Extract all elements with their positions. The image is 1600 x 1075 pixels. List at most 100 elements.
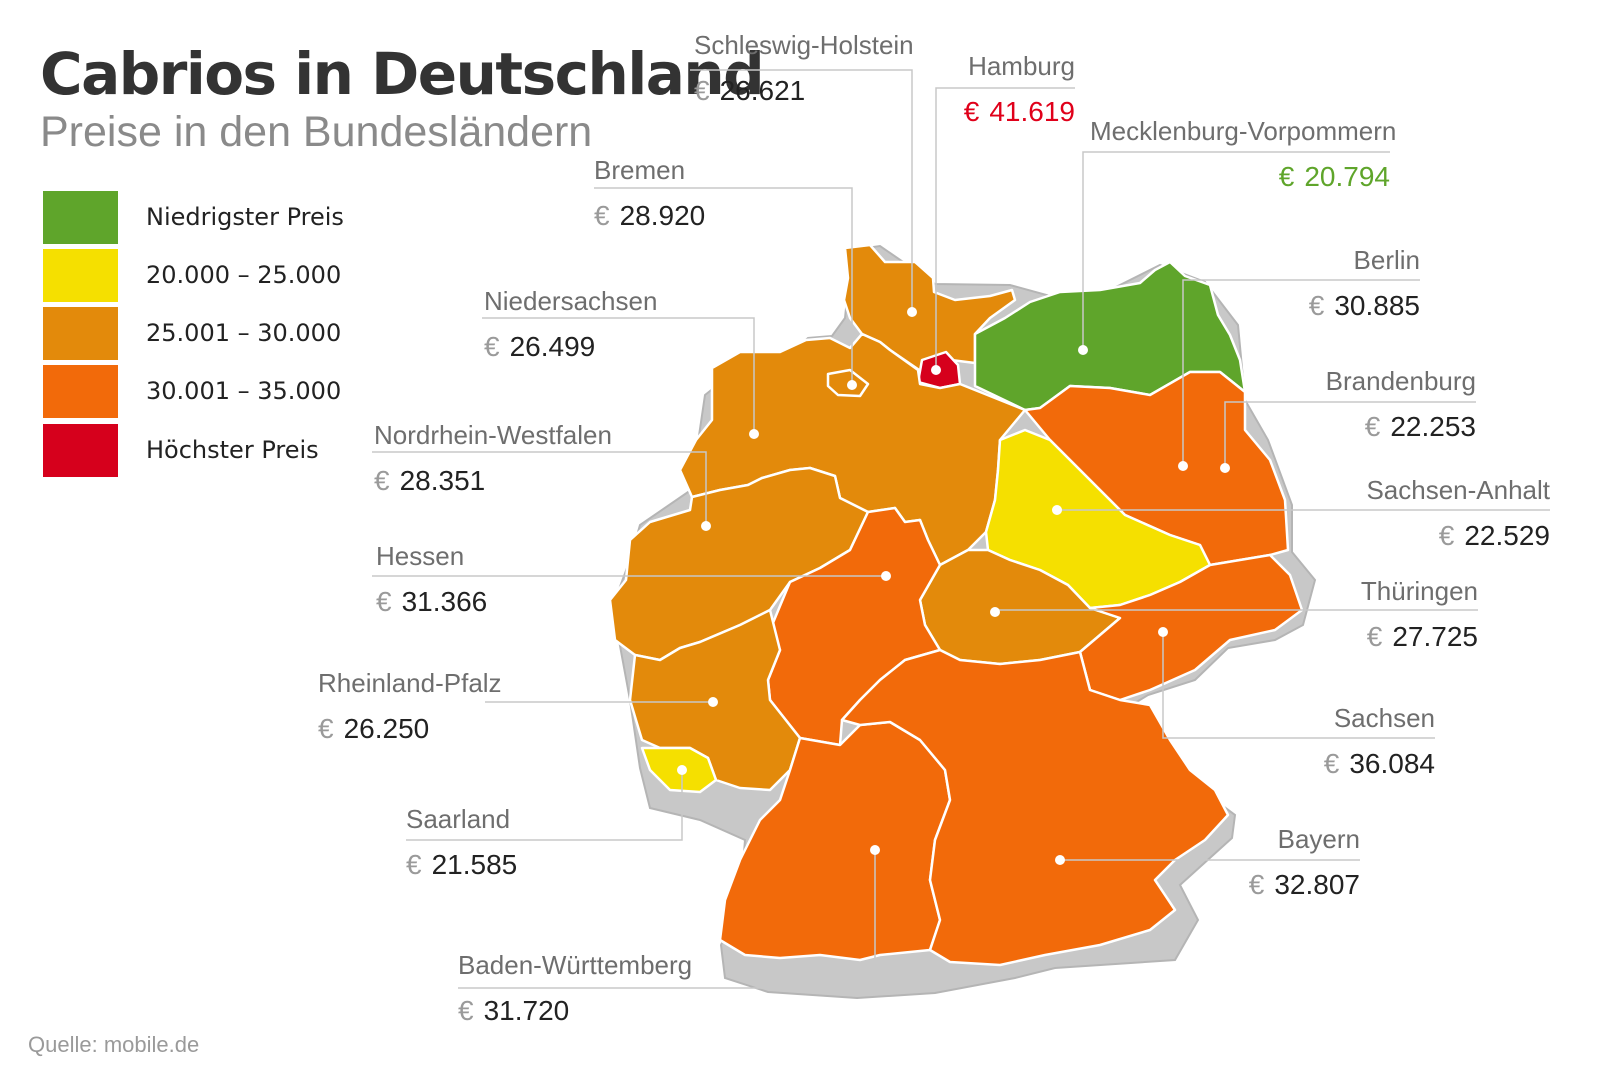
- leader-line-schleswig-holstein: [690, 69, 913, 312]
- label-baden-wuerttemberg: Baden-Württemberg €31.720: [458, 950, 692, 1027]
- leader-line-bremen: [594, 187, 853, 385]
- state-name-sachsen: Sachsen: [1333, 703, 1435, 733]
- marker-nordrhein-westfalen: [701, 521, 711, 531]
- marker-saarland: [677, 765, 687, 775]
- price-value-sachsen-anhalt: 22.529: [1464, 520, 1550, 551]
- price-value-brandenburg: 22.253: [1390, 411, 1476, 442]
- price-value-nordrhein-westfalen: 28.351: [399, 465, 486, 496]
- legend-swatch-20000-25000: [43, 249, 118, 302]
- price-mecklenburg-vorpommern: €20.794: [1090, 161, 1390, 193]
- leader-line-berlin: [1182, 279, 1420, 466]
- price-hamburg: €41.619: [955, 96, 1075, 128]
- state-name-hamburg: Hamburg: [968, 51, 1075, 81]
- state-name-rheinland-pfalz: Rheinland-Pfalz: [318, 668, 502, 698]
- legend-swatch-30001-35000: [43, 365, 118, 418]
- state-name-thueringen: Thüringen: [1360, 576, 1478, 606]
- legend-swatch-25001-30000: [43, 307, 118, 360]
- euro-icon: €: [406, 849, 422, 880]
- label-sachsen-anhalt: Sachsen-Anhalt €22.529: [1340, 475, 1550, 552]
- leader-lines: [372, 69, 1550, 989]
- euro-icon: €: [374, 465, 390, 496]
- price-value-baden-wuerttemberg: 31.720: [483, 995, 570, 1026]
- marker-thueringen: [990, 607, 1000, 617]
- state-name-berlin: Berlin: [1353, 245, 1420, 275]
- label-saarland: Saarland €21.585: [406, 804, 517, 881]
- euro-icon: €: [484, 331, 500, 362]
- euro-icon: €: [963, 96, 980, 127]
- label-nordrhein-westfalen: Nordrhein-Westfalen €28.351: [374, 420, 612, 497]
- price-saarland: €21.585: [406, 849, 517, 881]
- state-name-nordrhein-westfalen: Nordrhein-Westfalen: [374, 420, 612, 450]
- state-name-baden-wuerttemberg: Baden-Württemberg: [458, 950, 693, 980]
- price-value-berlin: 30.885: [1334, 290, 1420, 321]
- state-name-saarland: Saarland: [406, 804, 511, 834]
- price-value-saarland: 21.585: [431, 849, 518, 880]
- leader-line-brandenburg: [1224, 401, 1476, 468]
- state-markers: [677, 307, 1230, 865]
- label-mecklenburg-vorpommern: Mecklenburg-Vorpommern €20.794: [1090, 116, 1396, 193]
- price-bremen: €28.920: [594, 200, 705, 232]
- price-sachsen-anhalt: €22.529: [1340, 520, 1550, 552]
- legend-label-25001-30000: 25.001 – 30.000: [146, 319, 342, 347]
- marker-niedersachsen: [749, 429, 759, 439]
- state-name-bremen: Bremen: [594, 155, 686, 185]
- price-value-bayern: 32.807: [1274, 869, 1360, 900]
- marker-brandenburg: [1220, 463, 1230, 473]
- label-bayern: Bayern €32.807: [1215, 824, 1360, 901]
- price-thueringen: €27.725: [1330, 621, 1478, 653]
- price-value-hessen: 31.366: [401, 586, 488, 617]
- price-value-thueringen: 27.725: [1392, 621, 1478, 652]
- price-sachsen: €36.084: [1295, 748, 1435, 780]
- states: [608, 243, 1304, 967]
- euro-icon: €: [1366, 621, 1383, 652]
- legend-swatch-lowest: [43, 191, 118, 244]
- price-bayern: €32.807: [1215, 869, 1360, 901]
- marker-schleswig-holstein: [907, 307, 917, 317]
- label-sachsen: Sachsen €36.084: [1295, 703, 1435, 780]
- source-note: Quelle: mobile.de: [28, 1032, 200, 1057]
- legend-label-30001-35000: 30.001 – 35.000: [146, 377, 342, 405]
- state-name-schleswig-holstein: Schleswig-Holstein: [694, 30, 914, 60]
- leader-line-mecklenburg-vorpommern: [1082, 151, 1390, 350]
- price-hessen: €31.366: [376, 586, 487, 618]
- state-name-niedersachsen: Niedersachsen: [484, 286, 658, 316]
- state-name-hessen: Hessen: [376, 541, 465, 571]
- euro-icon: €: [1248, 869, 1265, 900]
- marker-rheinland-pfalz: [708, 697, 718, 707]
- label-berlin: Berlin €30.885: [1270, 245, 1420, 322]
- marker-hessen: [881, 571, 891, 581]
- label-thueringen: Thüringen €27.725: [1330, 576, 1478, 653]
- label-hessen: Hessen €31.366: [376, 541, 487, 618]
- region-schleswig-holstein: [842, 243, 1017, 378]
- price-schleswig-holstein: €26.621: [694, 75, 914, 107]
- label-brandenburg: Brandenburg €22.253: [1300, 366, 1476, 443]
- marker-sachsen: [1158, 627, 1168, 637]
- price-baden-wuerttemberg: €31.720: [458, 995, 692, 1027]
- price-nordrhein-westfalen: €28.351: [374, 465, 612, 497]
- euro-icon: €: [1438, 520, 1455, 551]
- legend-label-20000-25000: 20.000 – 25.000: [146, 261, 342, 289]
- legend-swatch-highest: [43, 424, 118, 477]
- price-value-sachsen: 36.084: [1349, 748, 1435, 779]
- price-value-niedersachsen: 26.499: [509, 331, 596, 362]
- leader-line-sachsen: [1162, 632, 1435, 739]
- euro-icon: €: [694, 75, 710, 106]
- marker-bremen: [847, 380, 857, 390]
- label-hamburg: Hamburg €41.619: [955, 51, 1075, 128]
- marker-baden-wuerttemberg: [870, 845, 880, 855]
- euro-icon: €: [1323, 748, 1340, 779]
- price-value-hamburg: 41.619: [989, 96, 1075, 127]
- marker-sachsen-anhalt: [1052, 505, 1062, 515]
- price-berlin: €30.885: [1270, 290, 1420, 322]
- euro-icon: €: [318, 713, 334, 744]
- label-rheinland-pfalz: Rheinland-Pfalz €26.250: [318, 668, 502, 745]
- map-title: Cabrios in Deutschland: [40, 40, 765, 108]
- euro-icon: €: [594, 200, 610, 231]
- price-value-schleswig-holstein: 26.621: [719, 75, 806, 106]
- price-value-rheinland-pfalz: 26.250: [343, 713, 430, 744]
- euro-icon: €: [1278, 161, 1295, 192]
- leader-line-hamburg: [935, 87, 1075, 368]
- label-schleswig-holstein: Schleswig-Holstein €26.621: [694, 30, 914, 107]
- price-value-mecklenburg-vorpommern: 20.794: [1304, 161, 1390, 192]
